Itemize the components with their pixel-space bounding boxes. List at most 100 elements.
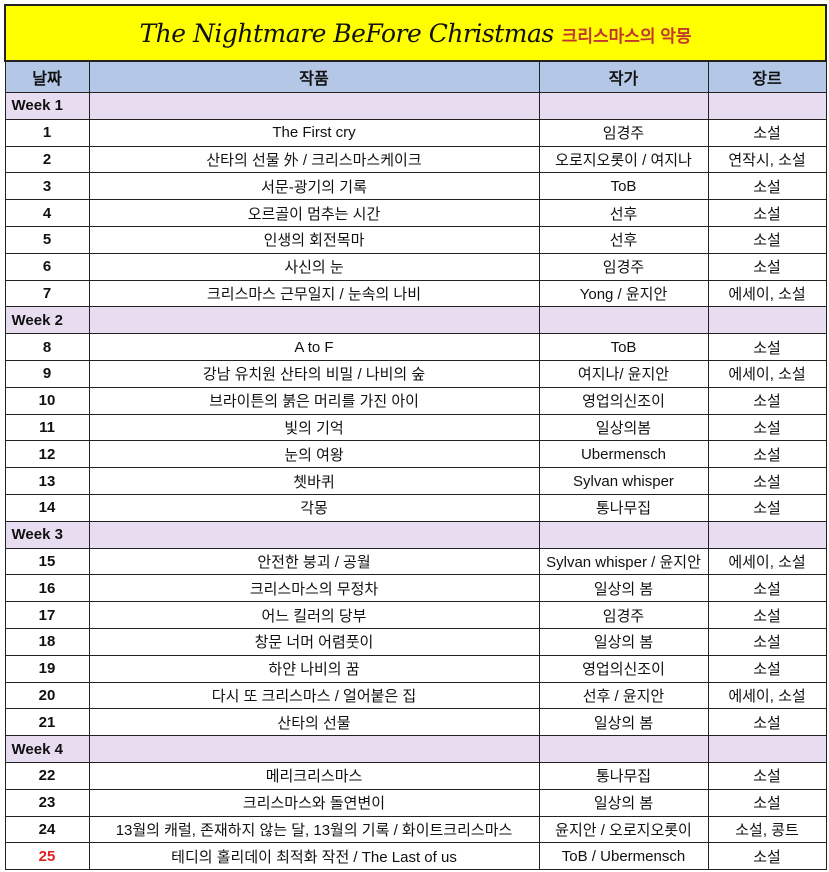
empty-cell — [707, 92, 827, 120]
genre-cell: 소설 — [707, 708, 827, 737]
table-row: 1 The First cry 임경주 소설 — [4, 118, 827, 147]
day-cell: 11 — [4, 413, 90, 442]
table-row: 23 크리스마스와 돌연변이 일상의 봄 소설 — [4, 788, 827, 817]
work-cell: 크리스마스와 돌연변이 — [88, 788, 540, 817]
table-row: 16 크리스마스의 무정차 일상의 봄 소설 — [4, 574, 827, 603]
empty-cell — [538, 92, 709, 120]
day-cell: 4 — [4, 199, 90, 227]
table-row: 13 쳇바퀴 Sylvan whisper 소설 — [4, 467, 827, 495]
work-cell: A to F — [88, 333, 540, 361]
genre-cell: 소설 — [707, 172, 827, 201]
work-cell: 눈의 여왕 — [88, 440, 540, 469]
day-cell: 9 — [4, 359, 90, 388]
day-cell: 3 — [4, 172, 90, 201]
genre-cell: 소설 — [707, 654, 827, 683]
work-cell: 브라이튼의 붉은 머리를 가진 아이 — [88, 386, 540, 415]
header-date: 날짜 — [4, 60, 90, 93]
genre-cell: 소설 — [707, 199, 827, 227]
table-row: 9 강남 유치원 산타의 비밀 / 나비의 숲 여지나/ 윤지안 에세이, 소설 — [4, 359, 827, 388]
work-cell: 오르골이 멈추는 시간 — [88, 199, 540, 227]
day-cell: 13 — [4, 467, 90, 495]
genre-cell: 에세이, 소설 — [707, 547, 827, 576]
title-banner: The Nightmare BeFore Christmas 크리스마스의 악몽 — [3, 4, 828, 62]
header-row: 날짜 작품 작가 장르 — [4, 60, 827, 93]
table-row: 17 어느 킬러의 당부 임경주 소설 — [4, 601, 827, 629]
day-cell: 17 — [4, 601, 90, 629]
genre-cell: 연작시, 소설 — [707, 145, 827, 174]
week-row: Week 1 — [4, 92, 827, 120]
author-cell: Yong / 윤지안 — [538, 279, 709, 308]
empty-cell — [88, 92, 540, 120]
work-cell: 안전한 붕괴 / 공월 — [88, 547, 540, 576]
work-cell: 산타의 선물 外 / 크리스마스케이크 — [88, 145, 540, 174]
author-cell: 여지나/ 윤지안 — [538, 359, 709, 388]
work-cell: 인생의 회전목마 — [88, 225, 540, 254]
day-cell: 6 — [4, 252, 90, 281]
day-cell: 21 — [4, 708, 90, 737]
empty-cell — [88, 735, 540, 763]
genre-cell: 소설 — [707, 788, 827, 817]
day-cell: 2 — [4, 145, 90, 174]
author-cell: 일상의 봄 — [538, 627, 709, 656]
genre-cell: 소설 — [707, 333, 827, 361]
empty-cell — [707, 520, 827, 549]
schedule-table: The Nightmare BeFore Christmas 크리스마스의 악몽 … — [3, 4, 828, 871]
week-label: Week 2 — [4, 306, 90, 335]
author-cell: ToB / Ubermensch — [538, 842, 709, 871]
week-row: Week 3 — [4, 520, 827, 549]
week-row: Week 4 — [4, 735, 827, 763]
day-cell: 10 — [4, 386, 90, 415]
day-cell: 19 — [4, 654, 90, 683]
day-cell: 15 — [4, 547, 90, 576]
table-row: 21 산타의 선물 일상의 봄 소설 — [4, 708, 827, 737]
work-cell: 크리스마스 근무일지 / 눈속의 나비 — [88, 279, 540, 308]
day-cell: 5 — [4, 225, 90, 254]
empty-cell — [707, 735, 827, 763]
table-row: 24 13월의 캐럴, 존재하지 않는 달, 13월의 기록 / 화이트크리스마스… — [4, 815, 827, 844]
author-cell: Sylvan whisper / 윤지안 — [538, 547, 709, 576]
author-cell: 임경주 — [538, 252, 709, 281]
genre-cell: 소설 — [707, 413, 827, 442]
table-row: 12 눈의 여왕 Ubermensch 소설 — [4, 440, 827, 469]
work-cell: 하얀 나비의 꿈 — [88, 654, 540, 683]
author-cell: 일상의 봄 — [538, 574, 709, 603]
author-cell: 선후 — [538, 225, 709, 254]
author-cell: 임경주 — [538, 601, 709, 629]
genre-cell: 에세이, 소설 — [707, 359, 827, 388]
week-row: Week 2 — [4, 306, 827, 335]
table-row: 2 산타의 선물 外 / 크리스마스케이크 오로지오롯이 / 여지나 연작시, 소설 — [4, 145, 827, 174]
author-cell: 일상의 봄 — [538, 708, 709, 737]
work-cell: 테디의 홀리데이 최적화 작전 / The Last of us — [88, 842, 540, 871]
header-author: 작가 — [538, 60, 709, 93]
day-cell: 23 — [4, 788, 90, 817]
empty-cell — [538, 735, 709, 763]
genre-cell: 소설, 콩트 — [707, 815, 827, 844]
week-label: Week 4 — [4, 735, 90, 763]
empty-cell — [88, 520, 540, 549]
genre-cell: 소설 — [707, 601, 827, 629]
author-cell: 영업의신조이 — [538, 654, 709, 683]
work-cell: 강남 유치원 산타의 비밀 / 나비의 숲 — [88, 359, 540, 388]
empty-cell — [88, 306, 540, 335]
author-cell: 통나무집 — [538, 761, 709, 790]
author-cell: 윤지안 / 오로지오롯이 — [538, 815, 709, 844]
genre-cell: 소설 — [707, 761, 827, 790]
genre-cell: 소설 — [707, 252, 827, 281]
day-cell: 22 — [4, 761, 90, 790]
genre-cell: 소설 — [707, 842, 827, 871]
day-cell: 12 — [4, 440, 90, 469]
table-body: Week 1 1 The First cry 임경주 소설 2 산타의 선물 外 / 크리스… — [4, 92, 827, 871]
work-cell: 서문-광기의 기록 — [88, 172, 540, 201]
empty-cell — [538, 520, 709, 549]
genre-cell: 에세이, 소설 — [707, 279, 827, 308]
author-cell: 일상의봄 — [538, 413, 709, 442]
author-cell: ToB — [538, 172, 709, 201]
work-cell: 다시 또 크리스마스 / 얼어붙은 집 — [88, 681, 540, 710]
title-row: The Nightmare BeFore Christmas 크리스마스의 악몽 — [3, 4, 828, 62]
table-row: 4 오르골이 멈추는 시간 선후 소설 — [4, 199, 827, 227]
author-cell: 임경주 — [538, 118, 709, 147]
table-row: 22 메리크리스마스 통나무집 소설 — [4, 761, 827, 790]
header-genre: 장르 — [707, 60, 827, 93]
table-row: 19 하얀 나비의 꿈 영업의신조이 소설 — [4, 654, 827, 683]
